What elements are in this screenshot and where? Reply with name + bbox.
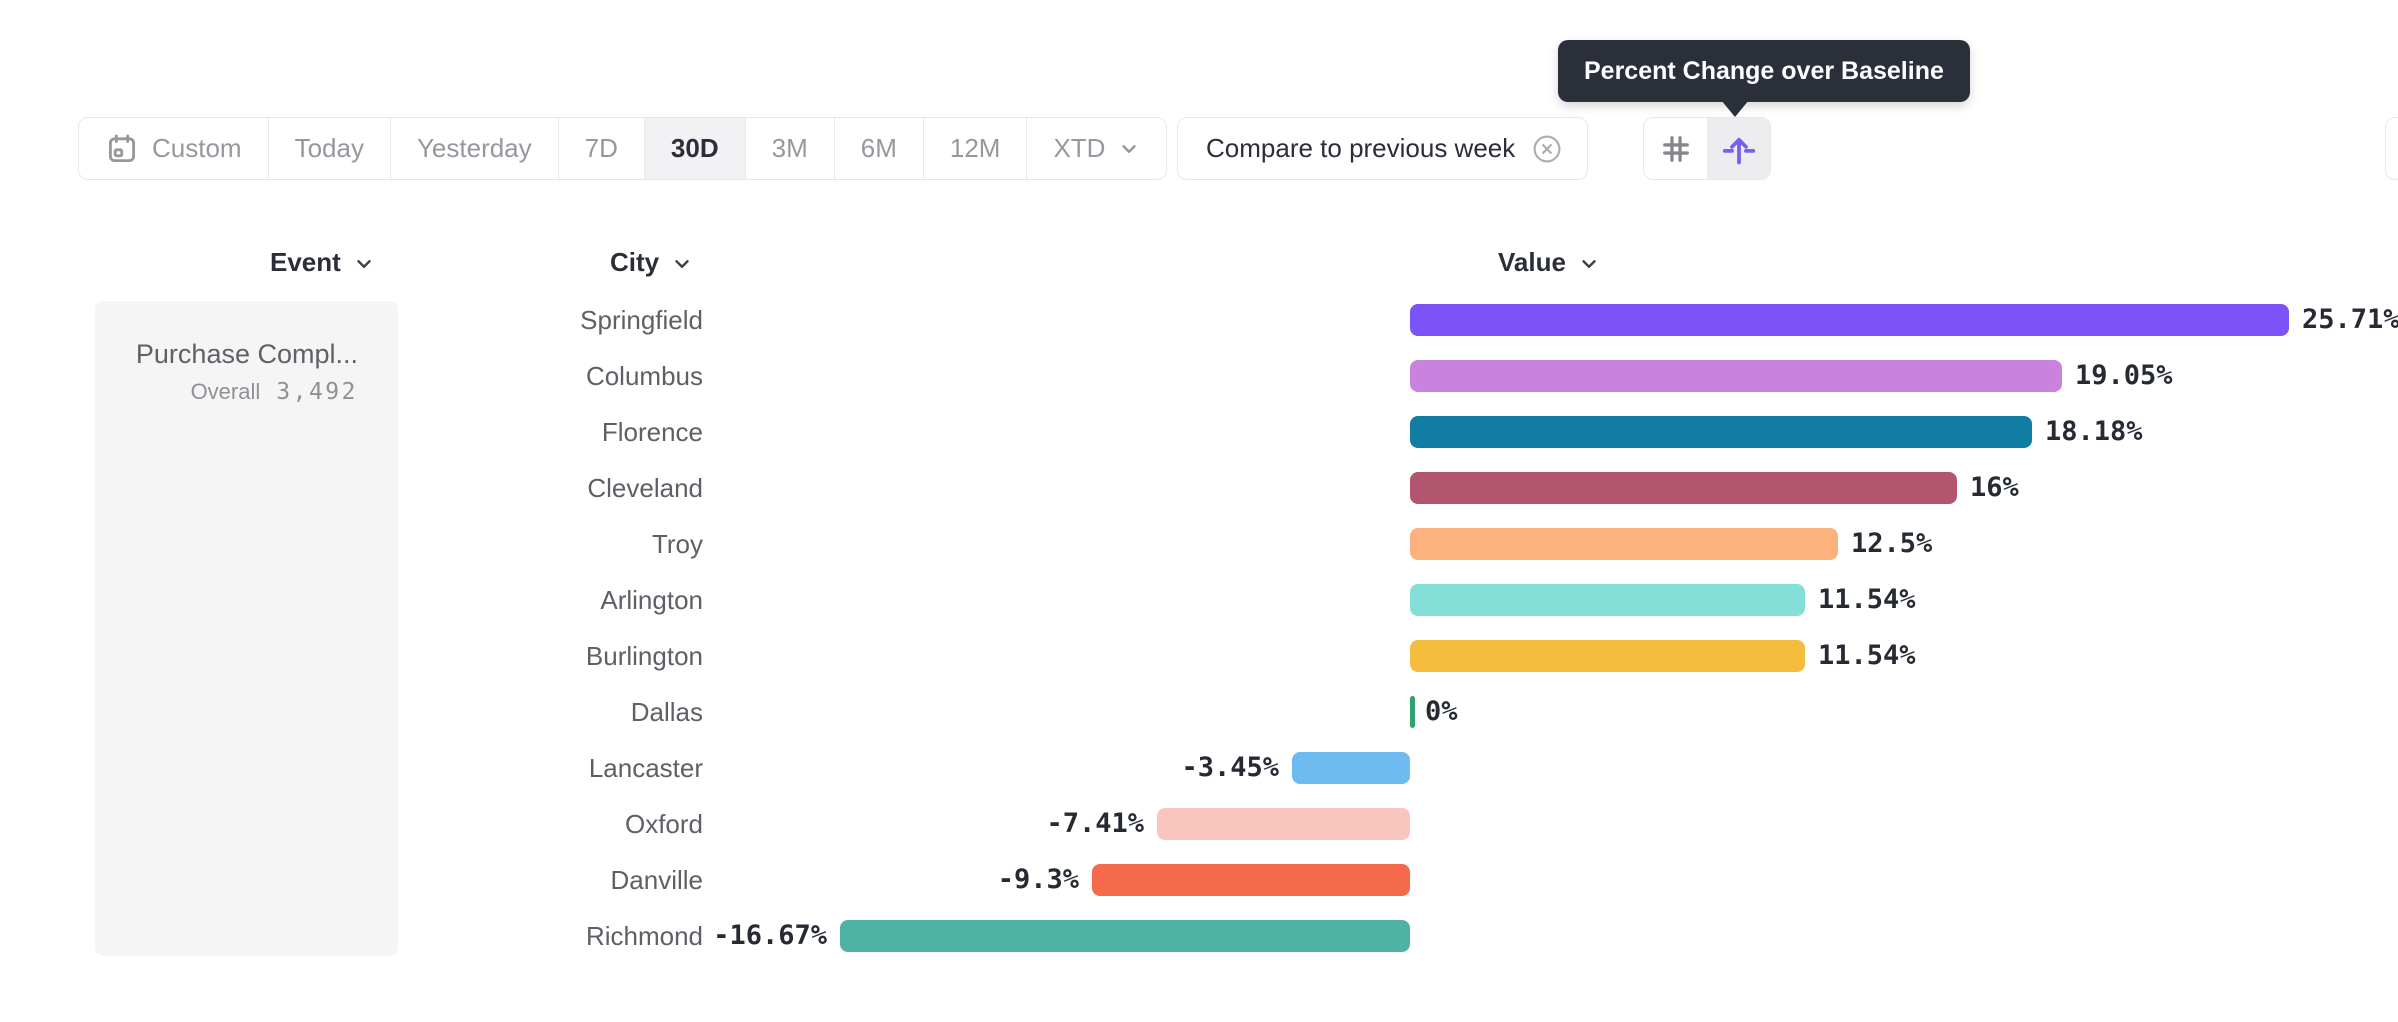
city-label: Danville xyxy=(610,865,704,895)
calendar-icon xyxy=(105,132,139,166)
date-range-3m[interactable]: 3M xyxy=(744,118,834,179)
event-overall: Overall 3,492 xyxy=(115,379,358,405)
city-label: Cleveland xyxy=(587,473,703,503)
city-label: Richmond xyxy=(585,921,703,951)
value-bar[interactable] xyxy=(1292,752,1410,784)
value-bar[interactable] xyxy=(1410,416,2032,448)
value-bar[interactable] xyxy=(840,920,1410,952)
value-bar[interactable] xyxy=(1410,584,1805,616)
value-label: 11.54% xyxy=(1818,640,1916,671)
grid-icon xyxy=(1658,131,1694,167)
value-label: 16% xyxy=(1970,472,2019,503)
chevron-down-icon xyxy=(1118,138,1140,160)
city-label: Lancaster xyxy=(588,753,703,783)
value-bar[interactable] xyxy=(1410,696,1415,728)
value-bar[interactable] xyxy=(1410,472,1957,504)
event-name[interactable]: Purchase Compl... xyxy=(135,339,358,369)
value-label: 18.18% xyxy=(2045,416,2143,447)
column-header-city[interactable]: City xyxy=(610,246,693,278)
value-label: 0% xyxy=(1425,696,1458,727)
overall-label: Overall xyxy=(190,379,261,404)
date-range-label: 30D xyxy=(670,133,719,163)
lift-view-button[interactable] xyxy=(1707,118,1770,179)
value-label: -7.41% xyxy=(1046,808,1144,839)
city-label: Burlington xyxy=(585,641,703,671)
date-range-label: 12M xyxy=(949,133,1001,163)
city-label: Dallas xyxy=(630,697,703,727)
value-bar[interactable] xyxy=(1410,360,2062,392)
value-label: -16.67% xyxy=(713,920,827,951)
value-label: -9.3% xyxy=(997,864,1079,895)
value-bar[interactable] xyxy=(1410,304,2289,336)
date-range-xtd[interactable]: XTD xyxy=(1026,118,1167,179)
value-label: 12.5% xyxy=(1851,528,1933,559)
date-range-6m[interactable]: 6M xyxy=(833,118,923,179)
date-range-label: 6M xyxy=(860,133,897,163)
date-range-control: Custom Today Yesterday 7D 30D 3M 6M 12M XTD xyxy=(78,117,1168,180)
value-label: 11.54% xyxy=(1818,584,1916,615)
chevron-down-icon xyxy=(1578,249,1600,275)
city-label: Columbus xyxy=(585,361,703,391)
city-label: Troy xyxy=(651,529,703,559)
value-bar[interactable] xyxy=(1157,808,1410,840)
event-panel: Purchase Compl... Overall 3,492 xyxy=(95,301,398,956)
column-header-event[interactable]: Event xyxy=(270,246,375,278)
event-header-label: Event xyxy=(270,246,341,277)
date-range-yesterday[interactable]: Yesterday xyxy=(389,118,558,179)
value-label: 25.71% xyxy=(2302,304,2398,335)
value-bar[interactable] xyxy=(1092,864,1410,896)
date-range-label: 7D xyxy=(584,133,618,163)
city-label: Florence xyxy=(601,417,703,447)
chevron-down-icon xyxy=(671,249,693,275)
date-range-label: 3M xyxy=(771,133,808,163)
date-range-today[interactable]: Today xyxy=(267,118,390,179)
value-bar[interactable] xyxy=(1410,640,1805,672)
date-range-label: Yesterday xyxy=(416,133,532,163)
value-label: -3.45% xyxy=(1181,752,1279,783)
city-header-label: City xyxy=(610,246,660,277)
column-header-value[interactable]: Value xyxy=(1498,246,1600,278)
value-header-label: Value xyxy=(1498,246,1566,277)
date-range-7d[interactable]: 7D xyxy=(557,118,644,179)
value-bar[interactable] xyxy=(1410,528,1838,560)
close-circle-icon[interactable] xyxy=(1531,133,1563,165)
date-range-12m[interactable]: 12M xyxy=(922,118,1027,179)
city-label: Arlington xyxy=(600,585,703,615)
chevron-down-icon xyxy=(353,249,375,275)
date-range-custom[interactable]: Custom xyxy=(79,118,268,179)
baseline-lift-icon xyxy=(1720,130,1758,168)
chart-view-toggle xyxy=(1643,117,1771,180)
date-range-label: Today xyxy=(294,133,364,163)
grid-view-button[interactable] xyxy=(1644,118,1707,179)
clipped-edge-button[interactable] xyxy=(2385,117,2398,180)
date-range-label: Custom xyxy=(152,133,242,163)
compare-button[interactable]: Compare to previous week xyxy=(1177,117,1589,180)
overall-value: 3,492 xyxy=(276,379,358,405)
city-label: Springfield xyxy=(580,305,703,335)
tooltip-text: Percent Change over Baseline xyxy=(1584,56,1944,85)
date-range-label: XTD xyxy=(1053,133,1106,163)
tooltip-caret xyxy=(1721,100,1749,117)
compare-label: Compare to previous week xyxy=(1206,133,1516,163)
city-label: Oxford xyxy=(624,809,703,839)
tooltip-percent-change: Percent Change over Baseline xyxy=(1558,40,1970,102)
date-range-30d[interactable]: 30D xyxy=(643,118,745,179)
value-label: 19.05% xyxy=(2075,360,2173,391)
